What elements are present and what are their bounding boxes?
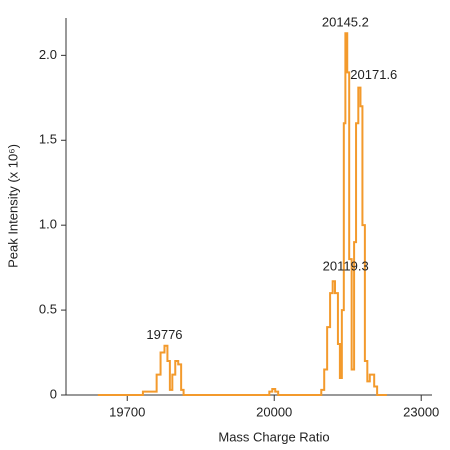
peak-label: 19776 [146,327,182,342]
peak-label: 20171.6 [350,67,397,82]
x-tick-label: 20000 [256,404,292,419]
peak-label: 20119.3 [323,259,369,274]
y-tick-label: 0 [50,386,57,401]
x-axis-label: Mass Charge Ratio [218,429,329,444]
peak-label: 20145.2 [322,15,369,30]
y-tick-label: 2.0 [39,47,57,62]
y-axis-label: Peak Intensity (x 10⁶) [5,144,20,268]
y-tick-label: 1.5 [39,132,57,147]
spectrum-line [97,32,387,396]
x-tick-label: 23000 [403,404,439,419]
y-tick-label: 0.5 [39,302,57,317]
x-tick-label: 19700 [109,404,145,419]
y-tick-label: 1.0 [39,217,57,232]
